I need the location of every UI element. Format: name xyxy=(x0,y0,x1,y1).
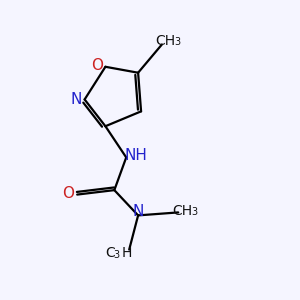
Text: CH: CH xyxy=(155,34,176,48)
Text: H: H xyxy=(122,246,132,260)
Text: O: O xyxy=(91,58,103,73)
Text: CH: CH xyxy=(172,204,192,218)
Text: 3: 3 xyxy=(191,207,197,218)
Text: NH: NH xyxy=(124,148,147,164)
Text: C: C xyxy=(105,246,115,260)
Text: N: N xyxy=(132,204,144,219)
Text: 3: 3 xyxy=(114,250,120,260)
Text: N: N xyxy=(70,92,82,107)
Text: O: O xyxy=(62,187,74,202)
Text: 3: 3 xyxy=(175,38,181,47)
